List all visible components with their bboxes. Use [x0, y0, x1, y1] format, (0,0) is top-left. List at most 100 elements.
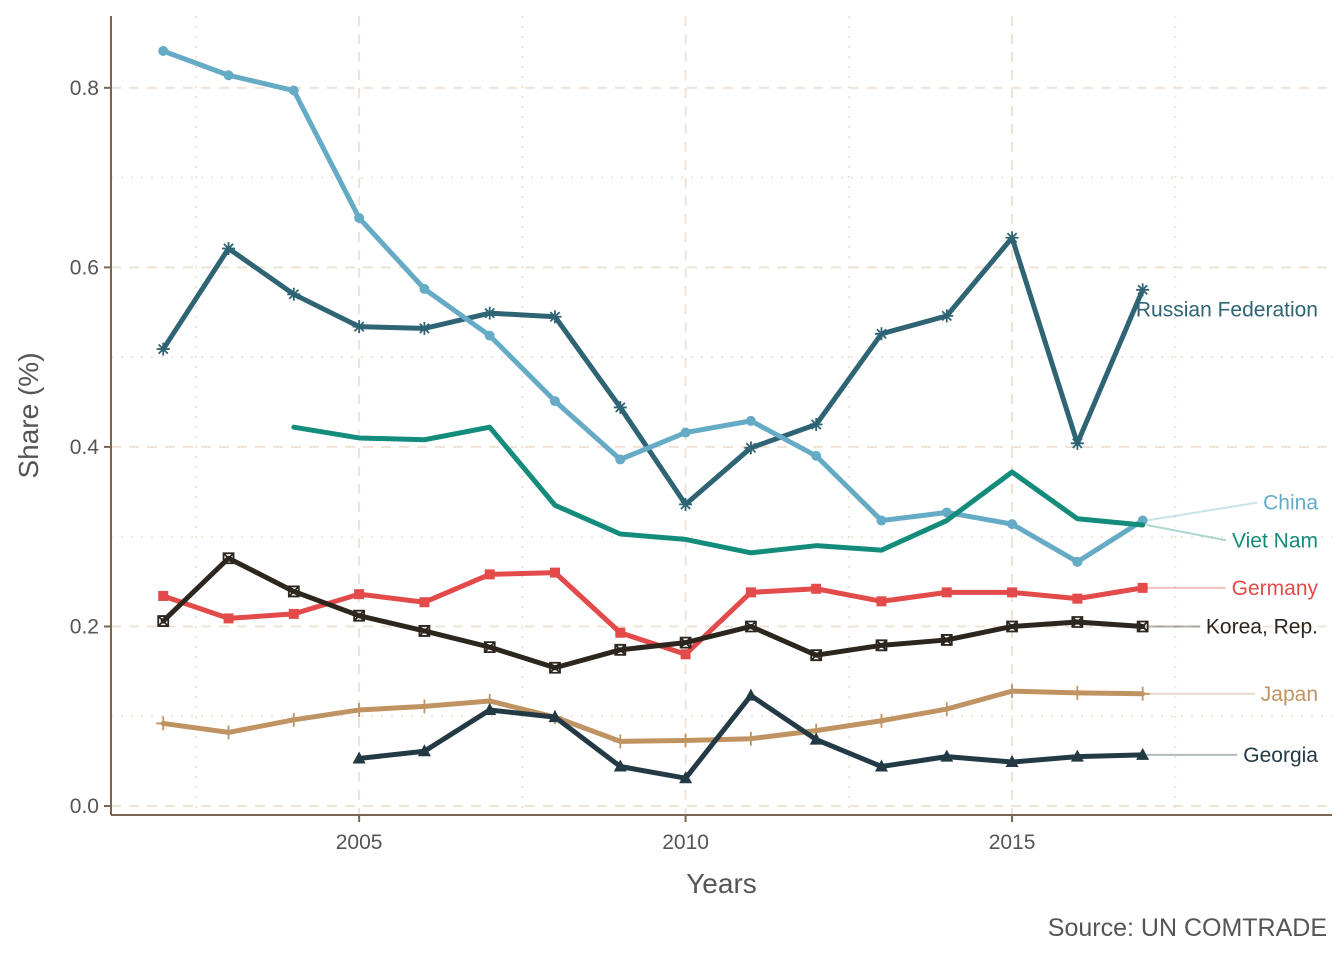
- data-point: [484, 330, 495, 341]
- data-point: [679, 771, 693, 784]
- data-point: [548, 310, 562, 324]
- series-lines: [156, 46, 1150, 784]
- data-point: [223, 70, 234, 81]
- data-point: [221, 725, 236, 740]
- data-point: [744, 620, 757, 633]
- data-point: [288, 608, 299, 619]
- data-point: [157, 615, 170, 627]
- data-point: [679, 497, 693, 511]
- data-point: [1070, 436, 1084, 450]
- data-point: [613, 759, 627, 772]
- data-point: [1007, 519, 1018, 530]
- x-tick-label: 2010: [662, 831, 709, 854]
- y-tick-label: 0.8: [70, 77, 99, 100]
- series-label-viet-nam: Viet Nam: [1232, 529, 1318, 552]
- series-china: [158, 46, 1148, 567]
- data-point: [1070, 749, 1084, 762]
- data-point: [353, 609, 366, 622]
- data-point: [874, 759, 888, 772]
- data-point: [1005, 231, 1019, 245]
- series-russian-federation: [156, 231, 1150, 511]
- data-point: [222, 242, 236, 256]
- data-point: [287, 287, 301, 301]
- data-point: [809, 732, 823, 745]
- label-leader-line: [1146, 524, 1227, 542]
- data-point: [1071, 616, 1084, 628]
- data-point: [1072, 593, 1083, 604]
- data-point: [419, 597, 430, 608]
- data-point: [223, 613, 234, 624]
- y-tick-label: 0.2: [70, 615, 99, 638]
- data-point: [352, 751, 366, 764]
- data-point: [680, 649, 691, 660]
- data-point: [876, 515, 887, 526]
- data-point: [1137, 582, 1148, 593]
- y-axis-title: Share (%): [13, 352, 44, 478]
- series-labels: Russian Federation China Viet Nam Germany Ko…: [1136, 299, 1319, 767]
- data-point: [744, 441, 758, 455]
- series-label-russian-federation: Russian Federation: [1136, 299, 1318, 322]
- y-tick-label: 0.6: [70, 256, 99, 279]
- data-point: [156, 716, 171, 731]
- data-point: [744, 688, 758, 701]
- data-point: [745, 587, 756, 598]
- data-point: [1006, 620, 1018, 633]
- data-point: [158, 590, 169, 601]
- data-point: [549, 661, 561, 674]
- series-line: [160, 570, 1146, 657]
- x-tick-label: 2015: [989, 831, 1036, 854]
- series-korea-rep: [157, 552, 1149, 674]
- data-point: [743, 731, 758, 746]
- data-point: [417, 744, 431, 757]
- x-tick-label: 2005: [336, 831, 383, 854]
- data-point: [222, 552, 235, 565]
- data-point: [1007, 587, 1018, 598]
- data-point: [680, 427, 691, 438]
- data-point: [550, 567, 560, 578]
- data-point: [548, 710, 562, 723]
- tick-labels: 0.0 0.2 0.4 0.6 0.8 2005 2010 2015: [70, 77, 1036, 854]
- data-point: [354, 589, 365, 600]
- data-point: [1136, 747, 1150, 760]
- data-point: [941, 587, 952, 598]
- axes: [110, 16, 1332, 816]
- data-point: [287, 585, 300, 598]
- series-japan: [156, 684, 1150, 749]
- series-line: [291, 424, 1146, 556]
- data-point: [613, 400, 627, 414]
- data-point: [417, 699, 432, 714]
- data-point: [156, 342, 170, 356]
- grid: [111, 16, 1332, 815]
- data-point: [615, 454, 626, 465]
- series-line: [160, 688, 1146, 744]
- data-point: [941, 507, 952, 518]
- data-point: [1072, 556, 1083, 567]
- data-point: [940, 634, 953, 646]
- data-point: [809, 417, 823, 431]
- data-point: [1070, 685, 1085, 700]
- data-point: [940, 749, 954, 762]
- series-label-georgia: Georgia: [1243, 744, 1318, 767]
- data-point: [484, 569, 495, 580]
- data-point: [286, 712, 301, 727]
- data-point: [483, 641, 496, 654]
- data-point: [679, 636, 692, 649]
- series-viet-nam: [291, 424, 1146, 556]
- data-point: [419, 283, 430, 294]
- series-label-korea-rep: Korea, Rep.: [1206, 615, 1318, 638]
- data-point: [810, 649, 823, 662]
- data-point: [352, 702, 367, 717]
- data-point: [288, 85, 299, 96]
- data-point: [354, 212, 365, 223]
- data-point: [483, 306, 497, 320]
- data-point: [550, 396, 560, 407]
- series-line: [160, 235, 1146, 507]
- data-point: [939, 702, 954, 717]
- data-point: [614, 643, 627, 656]
- data-point: [483, 702, 497, 715]
- data-point: [874, 327, 888, 341]
- series-label-japan: Japan: [1261, 683, 1318, 706]
- y-tick-label: 0.4: [70, 436, 100, 459]
- x-axis-title: Years: [686, 868, 757, 899]
